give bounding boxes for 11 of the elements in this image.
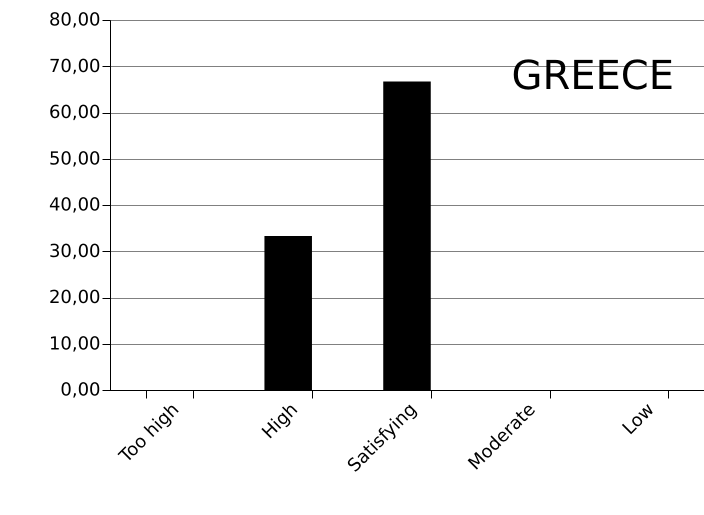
y-tick-label: 60,00 — [48, 102, 100, 123]
y-tick-label: 50,00 — [48, 148, 100, 170]
y-tick-label: 0,00 — [60, 380, 100, 400]
y-tick-label: 10,00 — [48, 333, 100, 354]
text: GREECE — [511, 53, 674, 99]
y-tick-label: 40,00 — [48, 194, 100, 216]
y-tick-label: 30,00 — [48, 240, 100, 262]
y-tick-label: 70,00 — [48, 56, 100, 77]
x-tick-label: Low — [618, 399, 659, 440]
y-tick-label: 80,00 — [48, 10, 100, 30]
y-tick-label: 20,00 — [48, 287, 100, 308]
